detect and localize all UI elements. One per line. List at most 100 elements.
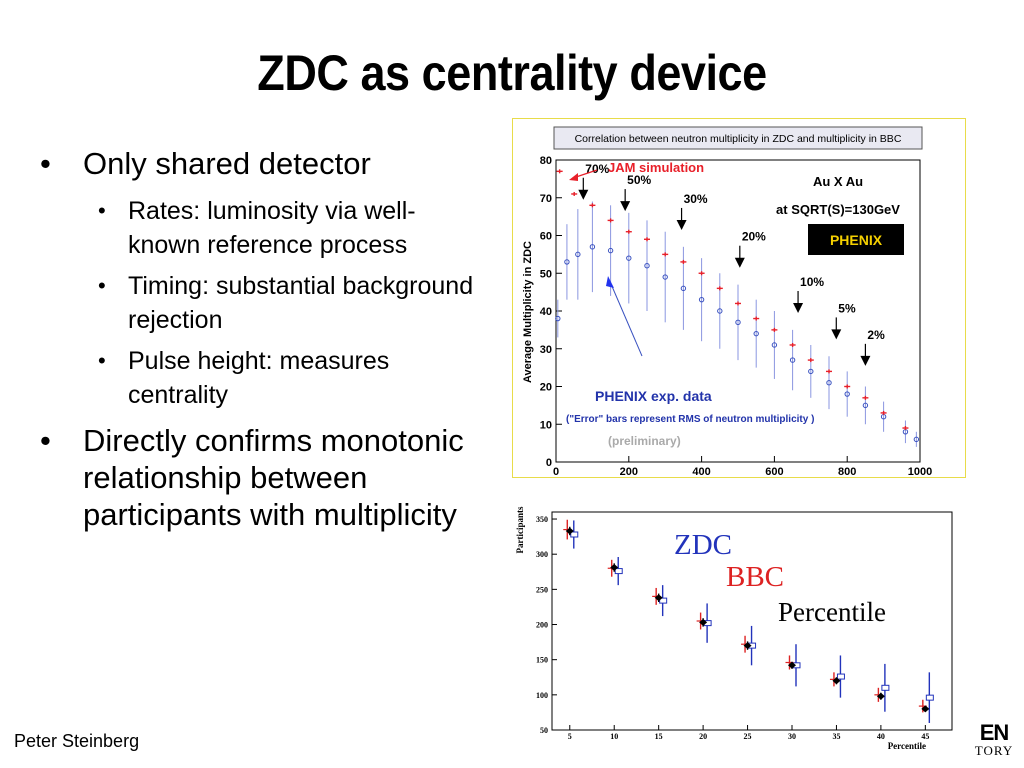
chart2-x-tick-label: 10: [610, 732, 618, 741]
chart1-y-ticks: 0 10 20 30 40 50 60 70 80: [540, 155, 562, 469]
percentile-point: [565, 527, 574, 535]
sub-bullet-text: Pulse height: measures centrality: [128, 347, 390, 409]
percentile-point: [921, 705, 930, 713]
phenix-point: [575, 251, 581, 258]
chart2-x-tick-label: 15: [655, 732, 663, 741]
chart1-y-tick-label: 40: [540, 306, 552, 318]
phenix-point: [862, 402, 869, 409]
percentile-label: 30%: [684, 192, 708, 206]
chart1-jam-series: [556, 169, 909, 431]
phenix-point: [564, 259, 570, 265]
chart2-y-tick-label: 200: [536, 621, 548, 630]
percentile-label: 20%: [742, 230, 766, 244]
chart1-y-tick-label: 60: [540, 231, 552, 243]
chart1-x-tick-label: 400: [692, 466, 710, 478]
chart2-y-tick-label: 350: [536, 515, 548, 524]
legend-bbc: BBC: [726, 561, 784, 593]
exp-arrow-head: [606, 276, 614, 288]
preliminary-label: (preliminary): [608, 434, 681, 448]
phenix-point: [626, 255, 632, 261]
chart1-x-tick-label: 0: [553, 466, 559, 478]
bullet-text: Directly confirms monotonic relationship…: [83, 423, 464, 532]
percentile-arrow-head: [620, 201, 631, 212]
phenix-point: [589, 244, 596, 250]
sub-bullet-pulse-height: • Pulse height: measures centrality: [40, 344, 480, 412]
phenix-point: [789, 357, 796, 363]
chart2-x-tick-label: 45: [921, 732, 929, 741]
bullet-shared-detector: • Only shared detector: [40, 145, 480, 182]
percentile-point: [610, 564, 619, 572]
chart2-y-tick-label: 100: [536, 691, 548, 700]
percentile-arrow-head: [578, 189, 589, 200]
chart1-percentile-markers: 70% 50% 30% 20% 10% 5% 2%: [578, 162, 885, 366]
phenix-logo: PHENIX: [808, 224, 904, 255]
percentile-label: 5%: [838, 301, 856, 315]
percentile-label: 2%: [867, 328, 885, 342]
chart2-plot-frame: [551, 511, 953, 731]
percentile-arrow-head: [860, 355, 871, 366]
zdc-bbc-correlation-chart: Correlation between neutron multiplicity…: [512, 118, 966, 478]
jam-arrow-head: [569, 173, 578, 181]
phenix-point: [808, 368, 814, 375]
percentile-label: 50%: [627, 173, 651, 187]
exp-data-label: PHENIX exp. data: [595, 388, 712, 404]
sub-bullet-text: Timing: substantial background rejection: [128, 272, 474, 334]
chart2-y-ticks: 50 100 150 200 250 300 350: [536, 515, 557, 735]
phenix-point: [771, 342, 778, 348]
chart2-y-label: Participants: [515, 506, 525, 553]
collision-label: Au X Au: [813, 174, 863, 189]
chart2-y-tick-label: 50: [540, 726, 548, 735]
phenix-point: [717, 308, 723, 314]
percentile-point: [699, 618, 708, 626]
percentile-point: [743, 642, 752, 650]
chart1-x-tick-label: 200: [620, 466, 638, 478]
legend-percentile: Percentile: [778, 597, 886, 627]
chart2-x-tick-label: 20: [699, 732, 707, 741]
phenix-point: [844, 391, 850, 397]
chart2-x-tick-label: 5: [568, 732, 572, 741]
chart1-y-tick-label: 80: [540, 155, 552, 167]
phenix-point: [913, 436, 920, 443]
bullet-text: Only shared detector: [83, 146, 371, 181]
phenix-point: [698, 296, 705, 303]
sub-bullet-dot: •: [98, 198, 106, 223]
phenix-point: [735, 319, 741, 326]
corner-logo-line2: TORY: [974, 743, 1014, 758]
percentile-point: [788, 661, 796, 669]
chart1-title-box: [553, 126, 923, 150]
percentile-point: [876, 692, 885, 700]
sub-bullet-dot: •: [98, 348, 106, 373]
phenix-point: [680, 285, 687, 292]
percentile-label: 70%: [585, 162, 609, 176]
phenix-point: [555, 315, 561, 322]
chart1-y-tick-label: 0: [546, 457, 552, 469]
sub-bullet-rates: • Rates: luminosity via well-known refer…: [40, 194, 480, 262]
chart1-x-tick-label: 600: [765, 466, 783, 478]
chart2-y-tick-label: 300: [536, 550, 548, 559]
chart2-y-tick-label: 250: [536, 585, 548, 594]
percentile-arrow-head: [734, 257, 745, 268]
chart1-y-tick-label: 30: [540, 344, 552, 356]
chart2-x-tick-label: 35: [832, 732, 840, 741]
chart1-y-tick-label: 50: [540, 268, 552, 280]
legend-zdc: ZDC: [674, 529, 732, 561]
sub-bullet-list: • Rates: luminosity via well-known refer…: [40, 194, 480, 412]
chart2-x-label: Percentile: [888, 741, 926, 750]
jam-label: JAM simulation: [608, 160, 704, 175]
chart1-y-tick-label: 10: [540, 419, 552, 431]
phenix-point: [826, 380, 832, 386]
bullet-list: • Only shared detector • Rates: luminosi…: [40, 145, 480, 545]
zdc-point: [614, 568, 623, 575]
corner-logo: EN TORY: [968, 722, 1020, 758]
chart1-x-tick-label: 1000: [908, 466, 932, 478]
percentile-arrow-head: [831, 329, 842, 340]
chart2-x-ticks: 5 10 15 20 25 30 35 40 45: [568, 725, 929, 741]
phenix-point: [607, 247, 614, 254]
chart1-title: Correlation between neutron multiplicity…: [575, 133, 902, 145]
chart1-y-label: Average Multiplicity in ZDC: [522, 241, 534, 383]
percentile-point: [832, 677, 841, 685]
zdc-point: [881, 684, 890, 691]
percentile-point: [654, 594, 663, 602]
zdc-point: [925, 694, 934, 701]
phenix-logo-text: PHENIX: [830, 232, 883, 248]
